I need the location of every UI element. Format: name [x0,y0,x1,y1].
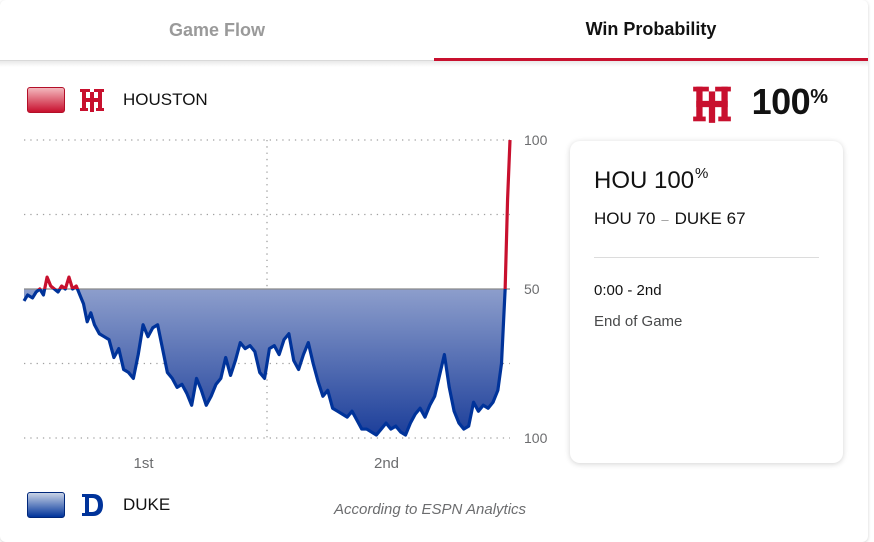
houston-logo-icon [692,86,731,123]
info-card-divider [594,257,819,258]
score-line: HOU 70 – DUKE 67 [594,209,746,229]
home-team-swatch [27,87,65,113]
win-probability-value: 100 [751,81,811,122]
score-separator: – [661,211,669,227]
game-clock: 0:00 - 2nd [594,282,662,299]
y-tick-label: 100 [524,430,548,446]
game-info-card: HOU 100 % HOU 70 – DUKE 67 0:00 - 2nd En… [570,141,843,463]
home-win-probability: 100 % [690,80,828,126]
tab-bar: Game Flow Win Probability [0,0,868,61]
away-score: DUKE 67 [674,209,746,228]
home-score: HOU 70 [594,209,656,228]
x-axis-labels: 1st 2nd [133,455,399,472]
win-probability-percent-sign: % [810,86,828,108]
y-tick-label: 100 [524,134,548,148]
away-team-swatch [27,492,65,518]
duke-logo-icon [82,494,103,516]
info-card-title-text: HOU 100 [594,167,695,194]
y-tick-label: 50 [524,281,540,297]
away-team-legend: DUKE [27,491,170,519]
away-team-name: DUKE [123,495,171,514]
x-tick-label: 1st [133,455,154,472]
win-probability-chart: 100 50 100 1st 2nd [22,134,548,472]
y-axis-labels: 100 50 100 [524,134,548,446]
analytics-attribution: According to ESPN Analytics [334,501,527,518]
x-tick-label: 2nd [374,455,399,472]
tab-bar-shadow [0,61,868,67]
home-team-legend: HOUSTON [27,86,208,114]
duke-probability-line [22,289,507,437]
info-card-title-percent: % [695,165,709,182]
chart-lines [22,139,512,437]
tab-win-probability[interactable]: Win Probability [434,0,868,61]
tab-game-flow[interactable]: Game Flow [0,0,434,61]
game-status: End of Game [594,313,683,330]
info-card-title: HOU 100 % [594,165,709,195]
houston-logo-icon [80,89,104,112]
home-team-name: HOUSTON [123,90,208,109]
